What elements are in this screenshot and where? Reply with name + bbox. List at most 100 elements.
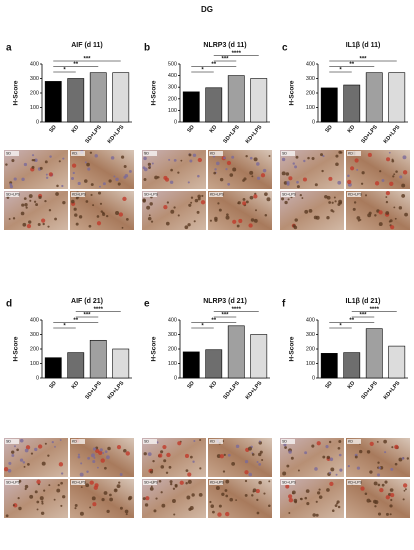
cell-nucleus — [119, 473, 123, 477]
cell-nucleus — [403, 489, 406, 492]
cell-nucleus — [177, 214, 180, 217]
cell-nucleus — [51, 441, 54, 444]
cell-nucleus — [113, 175, 116, 178]
cell-nucleus — [315, 513, 319, 517]
cell-nucleus — [296, 180, 299, 184]
significance-label: ** — [73, 318, 78, 324]
x-tick-label: KD — [209, 380, 219, 390]
cell-nucleus — [294, 165, 298, 169]
y-tick-label: 200 — [306, 346, 315, 352]
chart-title: AIF (d 11) — [71, 42, 103, 49]
cell-nucleus — [393, 206, 396, 209]
cell-nucleus — [30, 452, 34, 455]
cell-nucleus — [92, 459, 96, 464]
cell-nucleus — [288, 512, 291, 514]
cell-nucleus — [28, 194, 33, 198]
cell-nucleus — [332, 210, 335, 213]
cell-nucleus — [333, 196, 336, 199]
cell-nucleus — [194, 198, 199, 203]
micrograph-label: SD+LPS — [6, 193, 20, 197]
cell-nucleus — [60, 504, 63, 507]
cell-nucleus — [57, 484, 60, 487]
cell-nucleus — [158, 479, 162, 483]
x-tick-label: SD+LPS — [222, 380, 241, 401]
cell-nucleus — [153, 509, 157, 513]
cell-nucleus — [54, 217, 57, 221]
cell-nucleus — [384, 480, 388, 484]
cell-nucleus — [338, 199, 343, 204]
cell-nucleus — [54, 445, 56, 448]
cell-nucleus — [297, 469, 300, 472]
cell-nucleus — [44, 160, 48, 164]
cell-nucleus — [33, 200, 37, 203]
cell-nucleus — [329, 457, 334, 462]
cell-nucleus — [219, 454, 224, 459]
cell-nucleus — [328, 176, 333, 181]
cell-nucleus — [201, 194, 204, 197]
cell-nucleus — [337, 505, 341, 509]
cell-nucleus — [401, 457, 405, 460]
panel-letter: b — [144, 43, 150, 54]
cell-nucleus — [281, 197, 285, 201]
bar — [343, 352, 361, 379]
micrograph-label: SD — [6, 440, 11, 444]
cell-nucleus — [123, 175, 127, 179]
cell-nucleus — [187, 223, 191, 227]
chart-title: AIF (d 21) — [71, 298, 103, 305]
cell-nucleus — [335, 162, 339, 167]
cell-nucleus — [113, 488, 118, 493]
cell-nucleus — [169, 482, 173, 486]
cell-nucleus — [381, 179, 385, 182]
cell-nucleus — [75, 222, 79, 226]
cell-nucleus — [99, 448, 103, 452]
cell-nucleus — [19, 438, 24, 443]
cell-nucleus — [264, 192, 268, 197]
cell-nucleus — [23, 162, 28, 167]
significance-label: *** — [83, 57, 91, 63]
cell-nucleus — [96, 221, 102, 226]
cell-nucleus — [376, 473, 381, 477]
cell-nucleus — [369, 470, 373, 474]
cell-nucleus — [41, 500, 44, 503]
cell-nucleus — [385, 211, 390, 215]
cell-nucleus — [249, 195, 254, 200]
cell-nucleus — [402, 498, 405, 501]
significance-label: **** — [370, 307, 380, 313]
cell-nucleus — [172, 499, 176, 503]
significance-label: *** — [83, 313, 91, 319]
significance-label: * — [339, 68, 342, 74]
cell-nucleus — [40, 511, 45, 516]
cell-nucleus — [381, 483, 385, 487]
cell-nucleus — [74, 504, 78, 507]
cell-nucleus — [404, 488, 407, 491]
significance-label: ** — [73, 62, 78, 68]
cell-nucleus — [155, 497, 158, 500]
cell-nucleus — [190, 196, 194, 199]
cell-nucleus — [123, 165, 127, 169]
cell-nucleus — [315, 500, 318, 503]
cell-nucleus — [5, 514, 9, 518]
micrograph-label-bg — [347, 439, 361, 444]
micrograph-label: KD — [72, 440, 77, 444]
cell-nucleus — [125, 451, 130, 456]
cell-nucleus — [185, 469, 189, 472]
cell-nucleus — [253, 157, 258, 162]
micrograph — [4, 150, 68, 189]
cell-nucleus — [145, 496, 150, 501]
bar — [388, 72, 406, 123]
cell-nucleus — [106, 214, 109, 218]
significance-label: * — [201, 324, 204, 330]
cell-nucleus — [149, 470, 154, 474]
cell-nucleus — [391, 446, 394, 449]
cell-nucleus — [184, 453, 190, 458]
cell-nucleus — [251, 494, 254, 497]
cell-nucleus — [116, 445, 122, 450]
cell-nucleus — [78, 215, 83, 219]
cell-nucleus — [13, 445, 16, 448]
cell-nucleus — [217, 202, 220, 205]
figure-title: DG — [201, 5, 213, 14]
cell-nucleus — [379, 487, 384, 493]
significance-label: *** — [359, 313, 367, 319]
x-tick-label: KD — [347, 380, 357, 390]
cell-nucleus — [213, 171, 217, 175]
